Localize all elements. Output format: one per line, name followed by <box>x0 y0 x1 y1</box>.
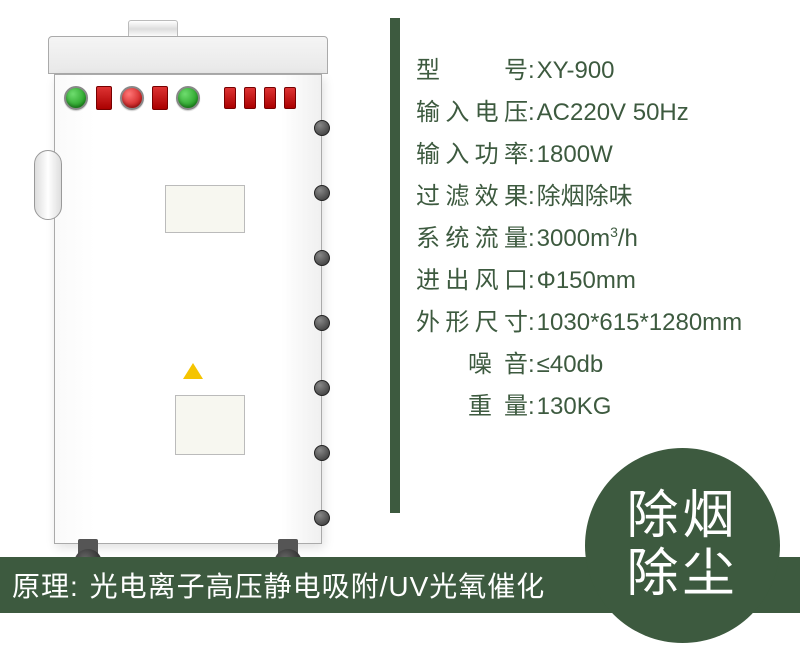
spec-value: 130KG <box>537 386 612 428</box>
badge-line-2: 除尘 <box>626 546 738 603</box>
side-bolt <box>314 445 330 461</box>
spec-row: 输入功率: 1800W <box>416 134 786 176</box>
principle-value: 光电离子高压静电吸附/UV光氧催化 <box>90 571 546 602</box>
spec-row: 系统流量: 3000m3/h <box>416 218 786 260</box>
spec-row: 输入电压: AC220V 50Hz <box>416 92 786 134</box>
nameplate-label <box>165 185 245 233</box>
warning-triangle-icon <box>183 363 203 379</box>
red-indicator-button <box>120 86 144 110</box>
side-bolt <box>314 250 330 266</box>
product-spec-card: 型号: XY-900输入电压: AC220V 50Hz输入功率: 1800W过滤… <box>0 0 800 653</box>
spec-label: 输入电压 <box>416 92 528 134</box>
side-inlet-port <box>34 150 62 220</box>
spec-value: ≤40db <box>537 344 604 386</box>
feature-badge: 除烟 除尘 <box>585 448 780 643</box>
side-bolt <box>314 185 330 201</box>
spec-value: 1800W <box>537 134 613 176</box>
machine-body <box>54 74 322 544</box>
machine-illustration <box>48 20 328 575</box>
rocker-switch-small <box>224 87 236 109</box>
rocker-switch-small <box>284 87 296 109</box>
green-indicator-button <box>64 86 88 110</box>
spec-list: 型号: XY-900输入电压: AC220V 50Hz输入功率: 1800W过滤… <box>416 50 786 428</box>
spec-row: 重量: 130KG <box>416 386 786 428</box>
spec-value: 1030*615*1280mm <box>537 302 743 344</box>
control-panel <box>64 80 312 116</box>
rocker-switch <box>152 86 168 110</box>
side-bolt <box>314 510 330 526</box>
spec-label: 系统流量 <box>416 218 528 260</box>
spec-label: 型号 <box>416 50 528 92</box>
badge-line-1: 除烟 <box>626 488 738 545</box>
spec-label: 外形尺寸 <box>416 302 528 344</box>
machine-top-lid <box>48 36 328 74</box>
side-bolt <box>314 315 330 331</box>
principle-text: 原理: 光电离子高压静电吸附/UV光氧催化 <box>12 565 545 605</box>
spec-label: 重量 <box>468 386 528 428</box>
spec-label: 过滤效果 <box>416 176 528 218</box>
accent-vertical-bar <box>390 18 400 513</box>
spec-value: AC220V 50Hz <box>537 92 689 134</box>
spec-value: 除烟除味 <box>537 176 633 218</box>
spec-label: 进出风口 <box>416 260 528 302</box>
rocker-switch-small <box>244 87 256 109</box>
spec-value: Φ150mm <box>537 260 636 302</box>
spec-row: 外形尺寸: 1030*615*1280mm <box>416 302 786 344</box>
spec-value: 3000m3/h <box>537 218 638 260</box>
spec-row: 过滤效果: 除烟除味 <box>416 176 786 218</box>
rocker-switch-small <box>264 87 276 109</box>
warning-label <box>175 395 245 455</box>
principle-label: 原理 <box>12 571 70 602</box>
spec-row: 噪音: ≤40db <box>416 344 786 386</box>
spec-row: 进出风口: Φ150mm <box>416 260 786 302</box>
spec-label: 噪音 <box>468 344 528 386</box>
side-bolt <box>314 380 330 396</box>
rocker-switch <box>96 86 112 110</box>
green-indicator-button <box>176 86 200 110</box>
spec-value: XY-900 <box>537 50 615 92</box>
side-bolt <box>314 120 330 136</box>
spec-label: 输入功率 <box>416 134 528 176</box>
spec-row: 型号: XY-900 <box>416 50 786 92</box>
